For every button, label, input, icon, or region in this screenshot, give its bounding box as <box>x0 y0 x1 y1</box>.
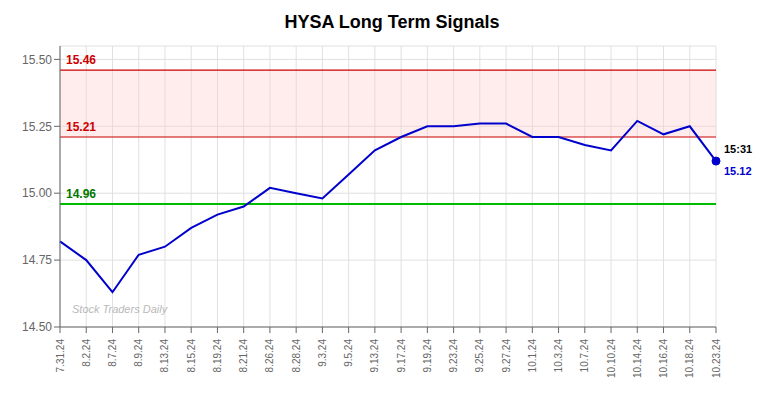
svg-text:15.46: 15.46 <box>66 53 96 67</box>
svg-text:8.9.24: 8.9.24 <box>133 339 144 367</box>
svg-text:10.23.24: 10.23.24 <box>711 339 722 378</box>
svg-text:15.25: 15.25 <box>22 120 52 134</box>
svg-text:7.31.24: 7.31.24 <box>55 339 66 373</box>
svg-text:10.3.24: 10.3.24 <box>553 339 564 373</box>
svg-text:10.18.24: 10.18.24 <box>684 339 695 378</box>
svg-text:8.13.24: 8.13.24 <box>159 339 170 373</box>
svg-text:15.21: 15.21 <box>66 120 96 134</box>
svg-text:9.13.24: 9.13.24 <box>369 339 380 373</box>
svg-text:8.26.24: 8.26.24 <box>264 339 275 373</box>
svg-text:14.50: 14.50 <box>22 320 52 334</box>
svg-text:9.25.24: 9.25.24 <box>474 339 485 373</box>
html-text:Stock Traders Daily: Stock Traders Daily <box>72 303 168 315</box>
svg-text:10.7.24: 10.7.24 <box>579 339 590 373</box>
svg-text:10.10.24: 10.10.24 <box>606 339 617 378</box>
svg-text:8.15.24: 8.15.24 <box>186 339 197 373</box>
svg-text:9.3.24: 9.3.24 <box>317 339 328 367</box>
svg-text:8.2.24: 8.2.24 <box>81 339 92 367</box>
svg-text:15.12: 15.12 <box>724 165 752 177</box>
svg-text:9.27.24: 9.27.24 <box>501 339 512 373</box>
svg-text:8.28.24: 8.28.24 <box>291 339 302 373</box>
svg-text:10.16.24: 10.16.24 <box>658 339 669 378</box>
svg-text:9.19.24: 9.19.24 <box>422 339 433 373</box>
svg-text:10.1.24: 10.1.24 <box>527 339 538 373</box>
html-text:HYSA Long Term Signals: HYSA Long Term Signals <box>284 12 500 32</box>
svg-text:15:31: 15:31 <box>724 143 752 155</box>
svg-text:10.14.24: 10.14.24 <box>632 339 643 378</box>
svg-text:9.5.24: 9.5.24 <box>343 339 354 367</box>
svg-text:14.96: 14.96 <box>66 187 96 201</box>
svg-text:15.00: 15.00 <box>22 186 52 200</box>
svg-text:8.21.24: 8.21.24 <box>238 339 249 373</box>
svg-text:9.23.24: 9.23.24 <box>448 339 459 373</box>
svg-text:9.17.24: 9.17.24 <box>396 339 407 373</box>
svg-text:8.7.24: 8.7.24 <box>107 339 118 367</box>
svg-text:8.19.24: 8.19.24 <box>212 339 223 373</box>
svg-text:15.50: 15.50 <box>22 53 52 67</box>
svg-text:14.75: 14.75 <box>22 253 52 267</box>
